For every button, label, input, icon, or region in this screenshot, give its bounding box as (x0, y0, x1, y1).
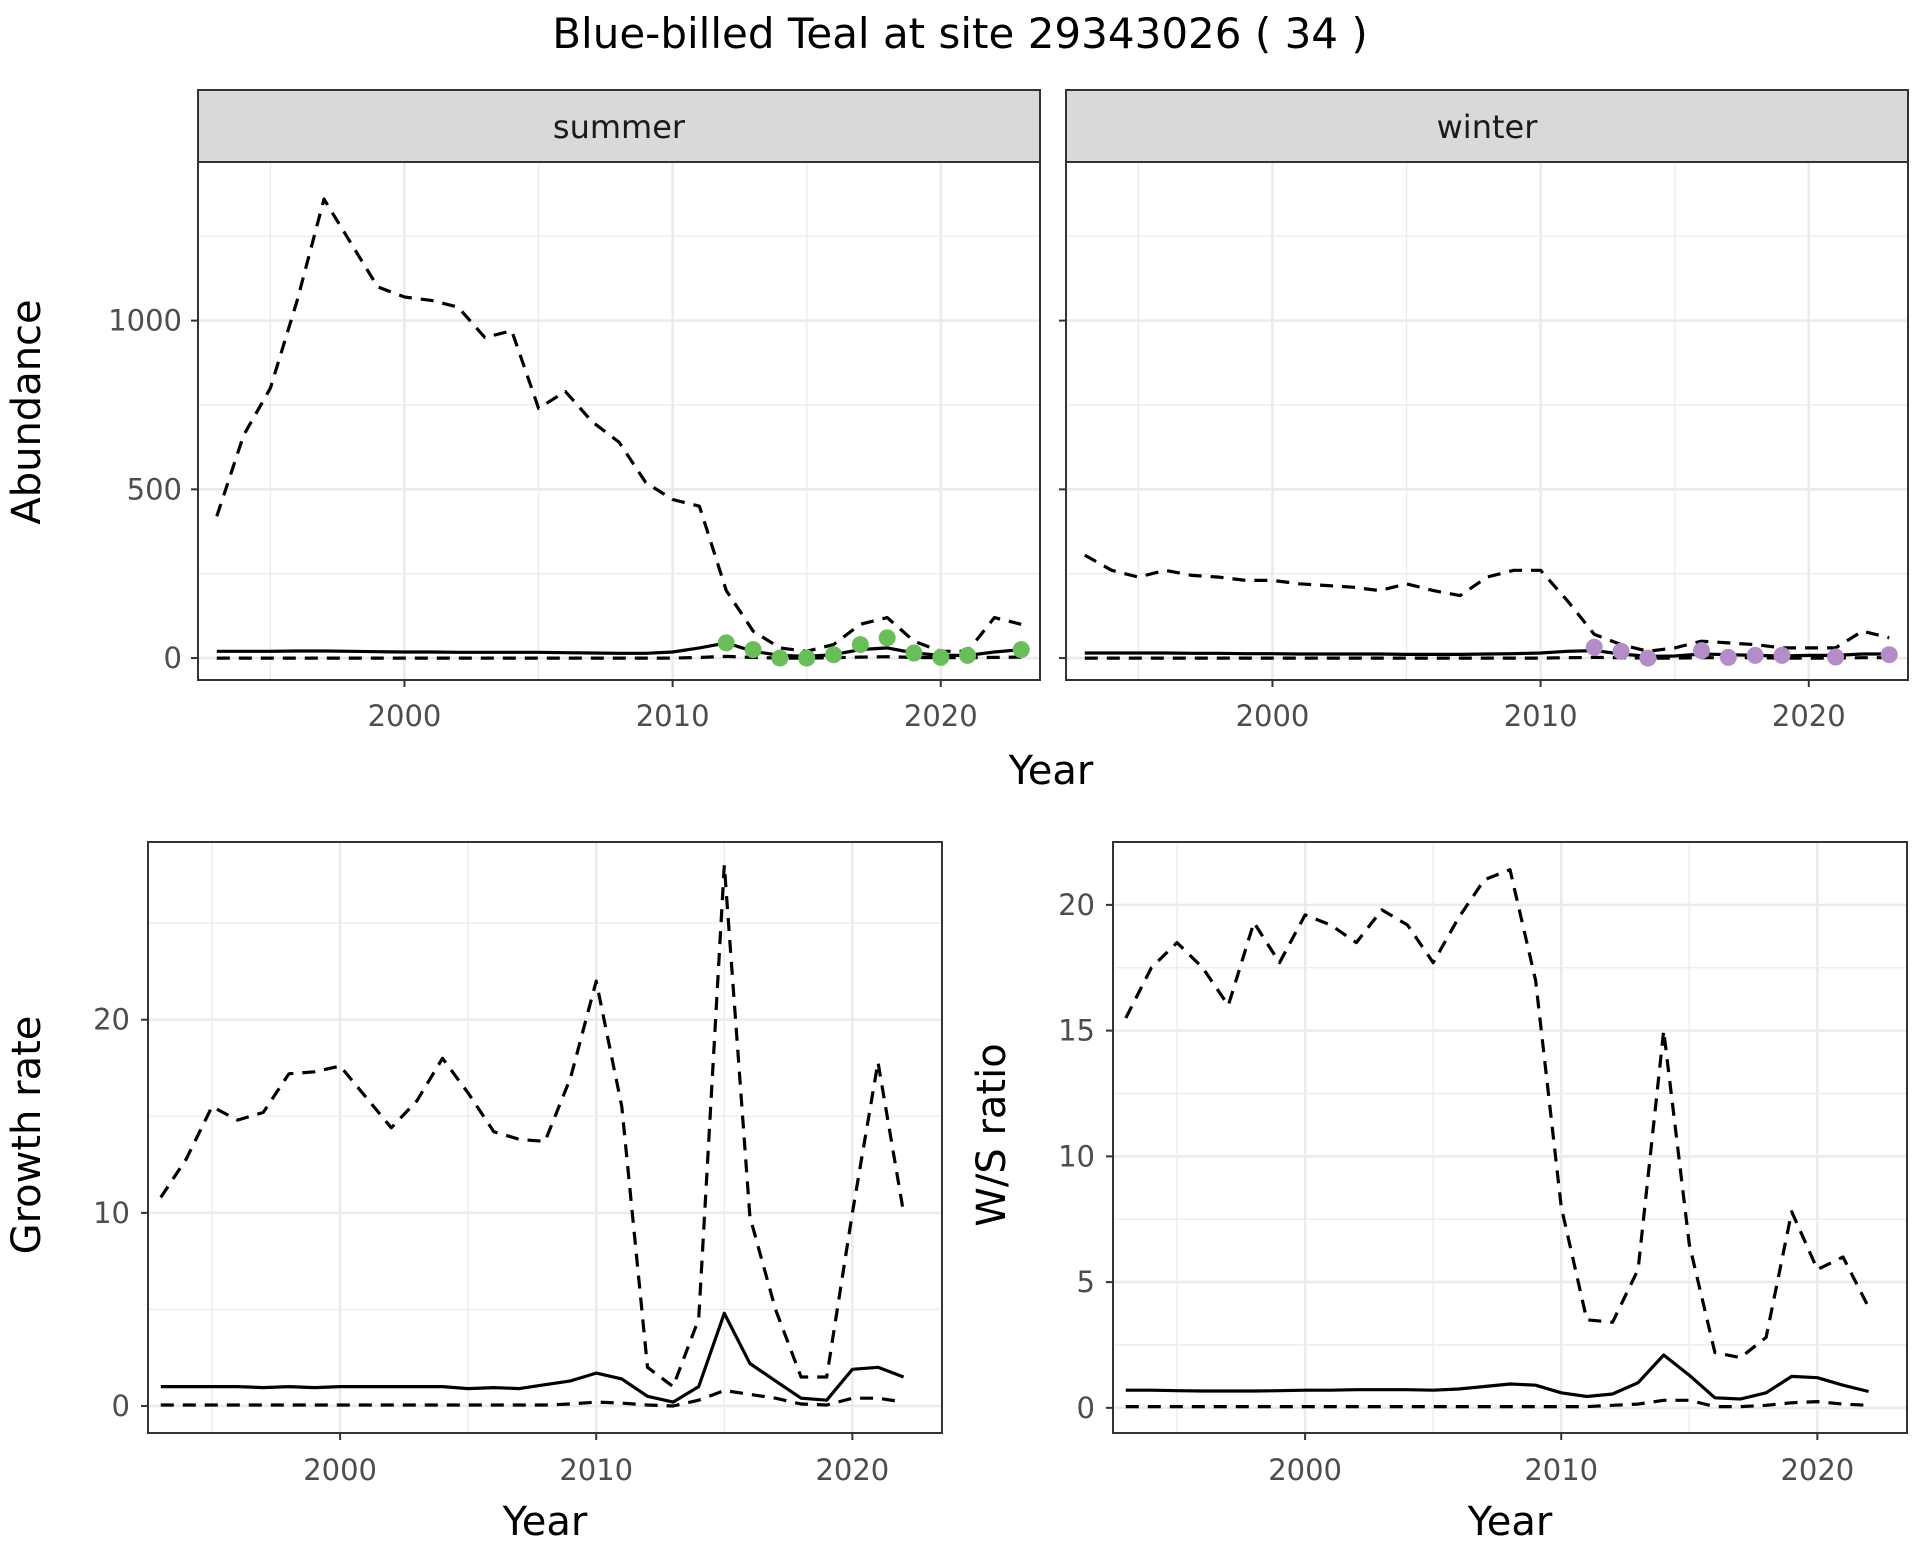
x-tick-label: 2020 (1780, 1453, 1854, 1487)
y-tick-label: 0 (164, 641, 182, 675)
data-point (1012, 641, 1030, 659)
data-point (1693, 642, 1711, 660)
data-point (1746, 646, 1764, 664)
data-point (1773, 646, 1791, 664)
x-tick-label: 2020 (904, 699, 978, 733)
x-tick-label: 2010 (1504, 699, 1578, 733)
facet-strip-winter (1065, 89, 1909, 163)
panel-border (1065, 161, 1909, 681)
data-point (825, 646, 843, 664)
x-tick-label: 2020 (815, 1453, 889, 1487)
y-tick-label: 0 (112, 1389, 130, 1423)
x-tick-label: 2000 (1236, 699, 1310, 733)
series-line-estimate-solid (1125, 1353, 1869, 1401)
facet-label-summer: summer (553, 108, 686, 146)
series-line-lower-dashed (1084, 655, 1890, 660)
data-point (1639, 649, 1657, 667)
y-tick-label: 10 (93, 1196, 130, 1230)
data-point (1612, 642, 1630, 660)
series-line-upper-dashed (1124, 868, 1871, 1360)
y-tick-label: 15 (1058, 1014, 1095, 1048)
facet-label-winter: winter (1437, 108, 1539, 146)
data-point (771, 649, 789, 667)
y-axis-title-ws: W/S ratio (969, 1043, 1015, 1226)
chart-title: Blue-billed Teal at site 29343026 ( 34 ) (552, 9, 1368, 58)
series-line-estimate-solid (216, 641, 1022, 658)
panel-winter: winter 2000 2010 2020 (1059, 89, 1909, 733)
x-axis-title-growth: Year (502, 1499, 588, 1545)
x-tick-label: 2000 (368, 699, 442, 733)
data-point (1719, 648, 1737, 666)
data-point (851, 636, 869, 654)
series-line-estimate-solid (160, 1311, 905, 1404)
series-line-upper-dashed (215, 197, 1022, 653)
series-line-upper-dashed (1084, 553, 1890, 653)
data-point (1585, 638, 1603, 656)
data-point (744, 641, 762, 659)
x-tick-label: 2000 (1268, 1453, 1342, 1487)
x-tick-label: 2010 (636, 699, 710, 733)
panel-border (1112, 841, 1908, 1434)
y-tick-label: 10 (1058, 1139, 1095, 1173)
y-tick-label: 500 (127, 472, 182, 506)
y-axis-title-abundance: Abundance (4, 299, 50, 524)
data-point (798, 649, 816, 667)
panel-growth-rate: 2000 2010 2020 0 10 20 Growth rate Year (4, 841, 943, 1545)
data-point (878, 629, 896, 647)
x-tick-label: 2020 (1772, 699, 1846, 733)
x-tick-label: 2000 (303, 1453, 377, 1487)
panel-summer: summer 2000 2010 2020 0 500 1000 (108, 89, 1041, 733)
data-point (932, 648, 950, 666)
series-line-lower-dashed (216, 654, 1022, 660)
series-line-estimate-solid (1084, 649, 1890, 658)
data-point (1880, 646, 1898, 664)
data-point (1827, 648, 1845, 666)
panel-ws-ratio: 2000 2010 2020 0 5 10 15 20 W/S ratio Year (969, 841, 1908, 1545)
x-axis-title-top: Year (1008, 748, 1094, 794)
series-line-upper-dashed (159, 863, 906, 1389)
y-axis-title-growth: Growth rate (4, 1016, 50, 1255)
panel-border (147, 841, 943, 1434)
y-tick-label: 0 (1077, 1391, 1095, 1425)
data-point (717, 634, 735, 652)
panel-border (197, 161, 1041, 681)
y-tick-label: 5 (1077, 1265, 1095, 1299)
series-line-lower-dashed (160, 1388, 904, 1408)
x-tick-label: 2010 (1524, 1453, 1598, 1487)
y-tick-label: 1000 (108, 304, 182, 338)
y-tick-label: 20 (1058, 888, 1095, 922)
series-line-lower-dashed (1125, 1398, 1869, 1409)
y-tick-label: 20 (93, 1003, 130, 1037)
x-tick-label: 2010 (559, 1453, 633, 1487)
facet-strip-summer (197, 89, 1041, 163)
data-point (959, 646, 977, 664)
x-axis-title-ws: Year (1467, 1499, 1553, 1545)
data-point (905, 644, 923, 662)
